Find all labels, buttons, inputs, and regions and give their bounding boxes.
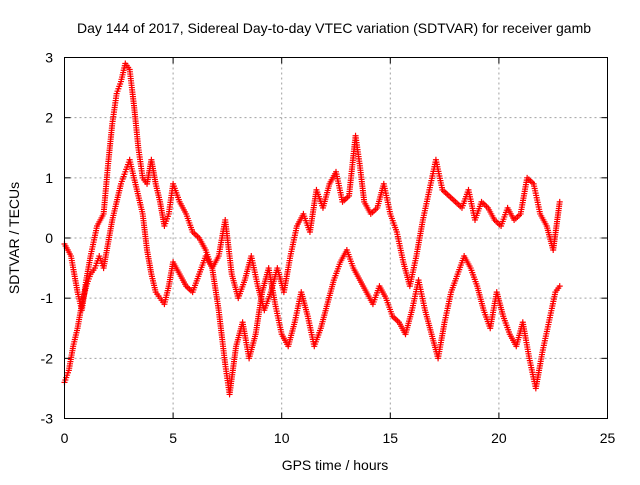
y-tick-label: 1 (45, 170, 53, 186)
y-tick-label: -3 (41, 411, 54, 427)
y-tick-label: 0 (45, 230, 53, 246)
y-tick-label: 3 (45, 50, 53, 66)
x-tick-label: 0 (61, 430, 69, 446)
data-marks (61, 60, 563, 398)
x-tick-label: 20 (491, 430, 507, 446)
x-tick-label: 5 (169, 430, 177, 446)
chart-title: Day 144 of 2017, Sidereal Day-to-day VTE… (77, 20, 591, 36)
x-tick-label: 15 (383, 430, 399, 446)
y-axis-label: SDTVAR / TECUs (6, 182, 22, 294)
x-tick-label: 25 (600, 430, 616, 446)
x-axis-label: GPS time / hours (282, 457, 389, 473)
data-point-lower-track (556, 283, 563, 290)
data-point-upper-track (556, 198, 563, 205)
y-tick-label: -2 (41, 350, 54, 366)
y-tick-label: 2 (45, 110, 53, 126)
plot-frame (64, 57, 608, 419)
tick-labels: 0 5 10 15 20 25 -3 -2 -1 0 1 2 3 (41, 50, 616, 447)
x-tick-label: 10 (274, 430, 290, 446)
y-tick-label: -1 (41, 290, 54, 306)
